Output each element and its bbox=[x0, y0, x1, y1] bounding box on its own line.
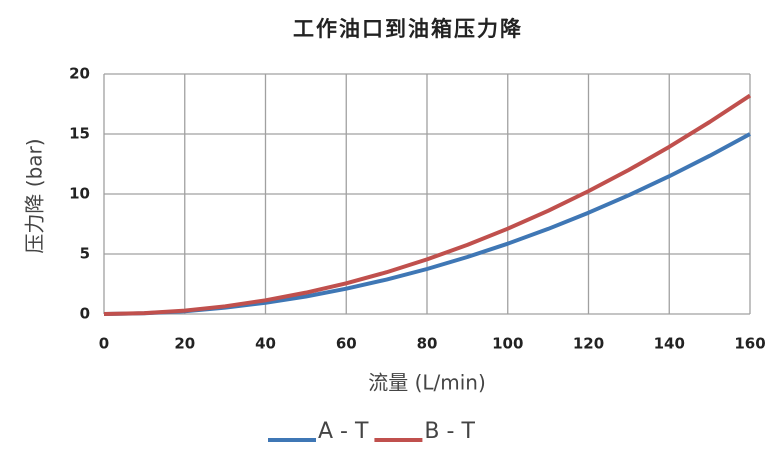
x-tick-label: 0 bbox=[99, 335, 109, 353]
line-series bbox=[103, 93, 752, 316]
y-tick-label: 20 bbox=[69, 65, 90, 83]
x-tick-label: 60 bbox=[336, 335, 357, 353]
x-tick-label: 40 bbox=[255, 335, 276, 353]
y-tick-label: 5 bbox=[80, 245, 90, 263]
legend-label: B - T bbox=[424, 419, 475, 444]
x-tick-label: 100 bbox=[492, 335, 523, 353]
x-tick-label: 160 bbox=[734, 335, 765, 353]
chart-title: 工作油口到油箱压力降 bbox=[293, 17, 523, 41]
x-axis-label: 流量 (L/min) bbox=[368, 371, 486, 395]
y-tick-label: 10 bbox=[69, 185, 90, 203]
x-tick-label: 20 bbox=[174, 335, 195, 353]
y-tick-label: 0 bbox=[80, 305, 90, 323]
y-tick-label: 15 bbox=[69, 125, 90, 143]
x-tick-label: 120 bbox=[573, 335, 604, 353]
x-tick-label: 140 bbox=[654, 335, 685, 353]
y-axis-label: 压力降 (bar) bbox=[23, 138, 47, 253]
x-tick-label: 80 bbox=[417, 335, 438, 353]
legend-label: A - T bbox=[318, 419, 369, 444]
